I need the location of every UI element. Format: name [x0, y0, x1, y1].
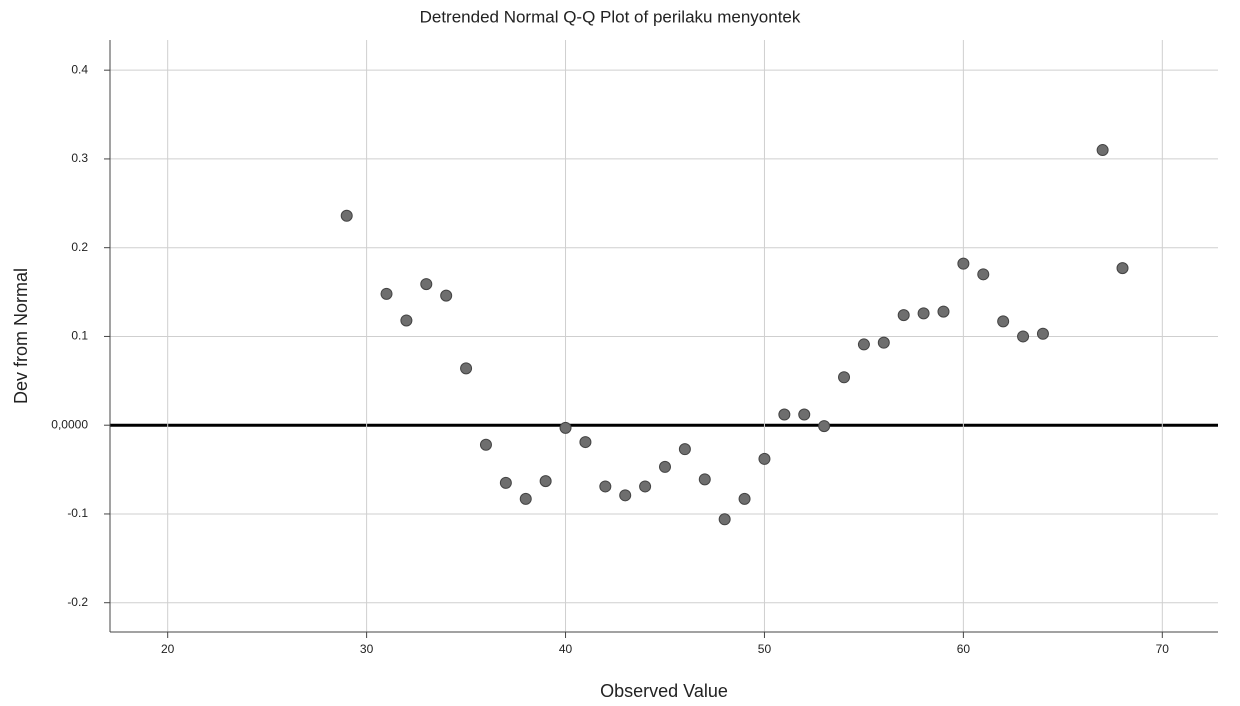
- point: [639, 480, 652, 493]
- point: [738, 492, 751, 505]
- point: [599, 480, 612, 493]
- point: [718, 513, 731, 526]
- y-tick-label: 0,0000: [51, 417, 88, 431]
- x-tick-label: 60: [957, 642, 971, 656]
- x-tick-label: 30: [360, 642, 374, 656]
- point: [559, 421, 572, 434]
- point: [539, 475, 552, 488]
- point: [658, 460, 671, 473]
- point: [778, 408, 791, 421]
- point: [798, 408, 811, 421]
- point: [579, 436, 592, 449]
- y-tick-label: 0.4: [71, 62, 88, 76]
- y-axis-title: Dev from Normal: [11, 268, 31, 404]
- point: [818, 420, 831, 433]
- x-tick-label: 20: [161, 642, 175, 656]
- point: [1096, 144, 1109, 157]
- x-tick-label: 40: [559, 642, 573, 656]
- point: [997, 315, 1010, 328]
- y-tick-label: 0.3: [71, 151, 88, 165]
- point: [460, 362, 473, 375]
- x-tick-label: 70: [1156, 642, 1170, 656]
- point: [519, 492, 532, 505]
- point: [877, 336, 890, 349]
- point: [897, 309, 910, 322]
- point: [380, 287, 393, 300]
- point: [440, 289, 453, 302]
- point: [400, 314, 413, 327]
- point: [957, 257, 970, 270]
- x-tick-label: 50: [758, 642, 772, 656]
- point: [1036, 327, 1049, 340]
- point: [340, 209, 353, 222]
- point: [678, 443, 691, 456]
- y-tick-label: -0.1: [67, 506, 88, 520]
- point: [937, 305, 950, 318]
- y-tick-label: 0.2: [71, 240, 88, 254]
- point: [499, 476, 512, 489]
- point: [758, 452, 771, 465]
- point: [857, 338, 870, 351]
- point: [1116, 262, 1129, 275]
- point: [838, 371, 851, 384]
- y-tick-label: 0.1: [71, 329, 88, 343]
- point: [479, 438, 492, 451]
- point: [619, 489, 632, 502]
- point: [698, 473, 711, 486]
- y-tick-label: -0.2: [67, 595, 88, 609]
- point: [977, 268, 990, 281]
- point: [1017, 330, 1030, 343]
- chart-title: Detrended Normal Q-Q Plot of perilaku me…: [420, 7, 801, 26]
- point: [420, 278, 433, 291]
- x-axis-title: Observed Value: [600, 681, 728, 701]
- point: [917, 307, 930, 320]
